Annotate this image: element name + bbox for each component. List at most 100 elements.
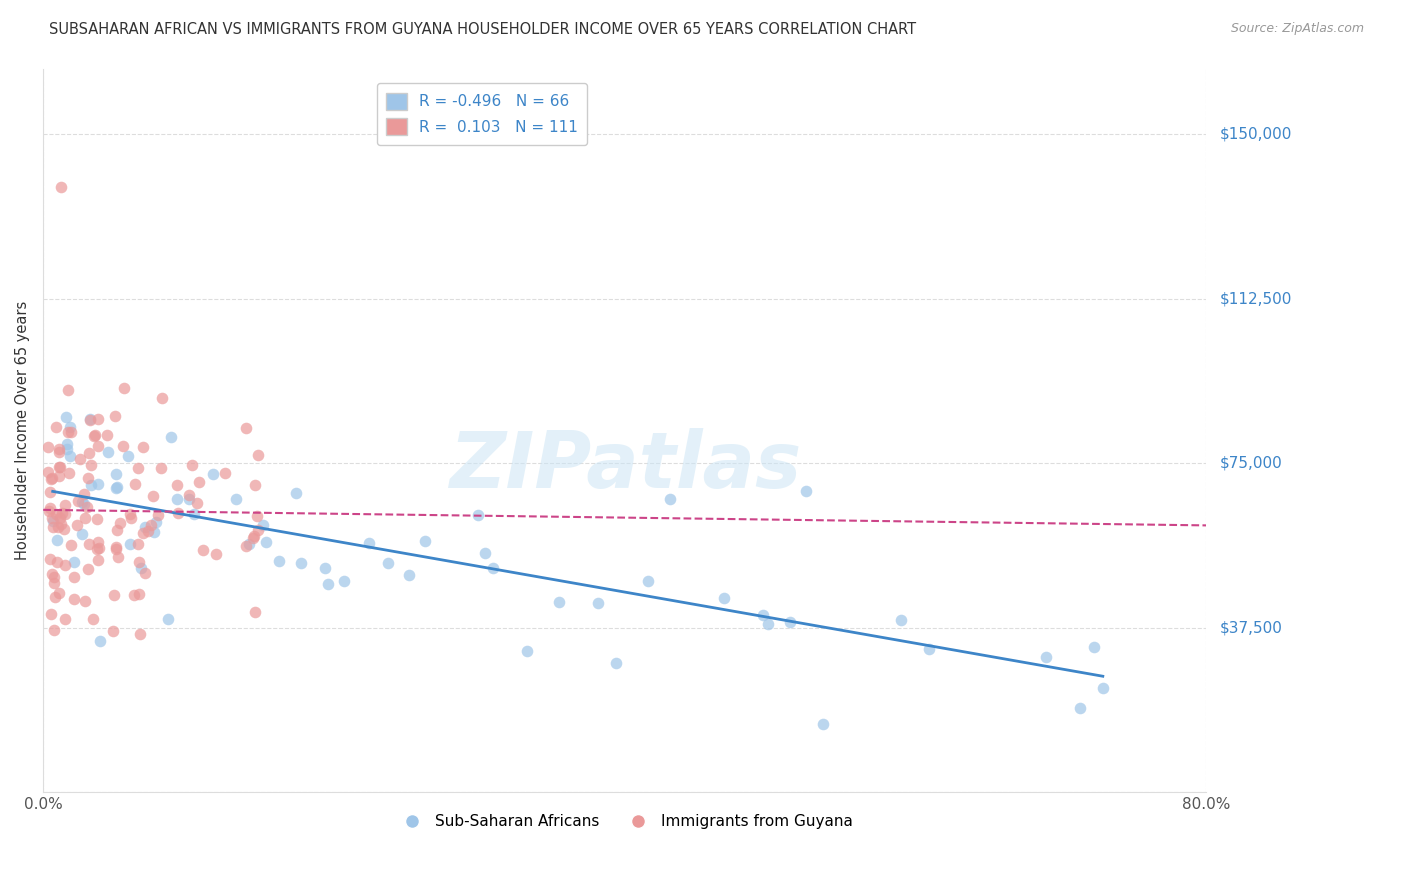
Point (107, 550, 129, 565)
Point (359, 536, 381, 550)
Point (37, 440, 59, 454)
Point (890, 613, 912, 627)
Point (89, 634, 111, 648)
Point (73, 487, 96, 501)
Point (77, 445, 100, 459)
Point (80, 458, 103, 472)
Point (267, 554, 290, 568)
Text: Source: ZipAtlas.com: Source: ZipAtlas.com (1230, 22, 1364, 36)
Point (794, 483, 817, 498)
Point (145, 516, 167, 530)
Point (83, 429, 105, 443)
Point (150, 391, 173, 405)
Point (179, 492, 201, 507)
Point (56, 436, 79, 450)
Point (118, 507, 141, 521)
Point (49, 459, 72, 474)
Point (59, 449, 82, 463)
Point (314, 561, 336, 575)
Point (235, 540, 257, 554)
Point (588, 596, 610, 610)
Point (56, 425, 79, 439)
Point (111, 439, 134, 453)
Text: ZIPatlas: ZIPatlas (449, 428, 801, 504)
Point (72, 495, 94, 509)
Point (1083, 640, 1105, 654)
Point (48, 460, 70, 475)
Point (77, 470, 100, 484)
Point (59, 538, 82, 552)
Point (139, 518, 162, 533)
Text: SUBSAHARAN AFRICAN VS IMMIGRANTS FROM GUYANA HOUSEHOLDER INCOME OVER 65 YEARS CO: SUBSAHARAN AFRICAN VS IMMIGRANTS FROM GU… (49, 22, 917, 37)
Point (97, 444, 120, 458)
Point (70, 527, 93, 541)
Point (180, 458, 202, 473)
Point (44, 591, 66, 605)
Point (166, 491, 188, 506)
Point (48, 511, 70, 525)
Point (752, 607, 775, 622)
Point (134, 520, 156, 534)
Point (516, 644, 538, 658)
Point (45, 508, 67, 522)
Point (918, 642, 941, 657)
Point (245, 477, 267, 491)
Point (254, 535, 277, 549)
Point (756, 617, 779, 632)
Point (38, 500, 60, 515)
Point (42, 623, 65, 637)
Point (53, 558, 76, 572)
Point (179, 488, 201, 502)
Point (42, 575, 65, 590)
Point (129, 561, 152, 575)
Point (117, 450, 139, 464)
Text: $75,000: $75,000 (1220, 456, 1282, 471)
Point (96, 428, 118, 442)
Point (150, 460, 173, 475)
Point (86, 542, 108, 557)
Point (290, 556, 312, 570)
Point (482, 561, 505, 575)
Point (238, 537, 260, 551)
Point (105, 482, 128, 496)
Point (112, 381, 135, 395)
Point (246, 523, 269, 537)
Point (66, 493, 89, 508)
Point (128, 587, 150, 601)
Point (103, 588, 125, 602)
Point (79, 412, 101, 426)
Point (53, 499, 76, 513)
Point (713, 591, 735, 605)
Point (87, 439, 110, 453)
Point (41, 514, 63, 528)
Point (45, 533, 67, 548)
Point (51, 506, 73, 520)
Point (59, 425, 82, 440)
Point (243, 529, 266, 543)
Point (187, 475, 209, 489)
Point (56, 442, 79, 456)
Point (110, 516, 132, 530)
Point (41, 567, 63, 582)
Point (86, 476, 108, 491)
Point (38, 504, 60, 518)
Point (548, 594, 571, 608)
Point (183, 508, 205, 522)
Point (45, 420, 67, 434)
Point (186, 496, 208, 510)
Point (76, 500, 98, 514)
Point (205, 547, 228, 561)
Point (77, 537, 100, 551)
Point (811, 717, 834, 731)
Point (86, 553, 108, 567)
Point (48, 442, 70, 456)
Point (39, 551, 62, 566)
Point (53, 507, 76, 521)
Point (86, 512, 108, 526)
Point (132, 440, 155, 454)
Point (39, 471, 62, 485)
Point (58, 466, 80, 480)
Point (49, 517, 72, 532)
Point (41, 511, 63, 525)
Point (398, 568, 420, 582)
